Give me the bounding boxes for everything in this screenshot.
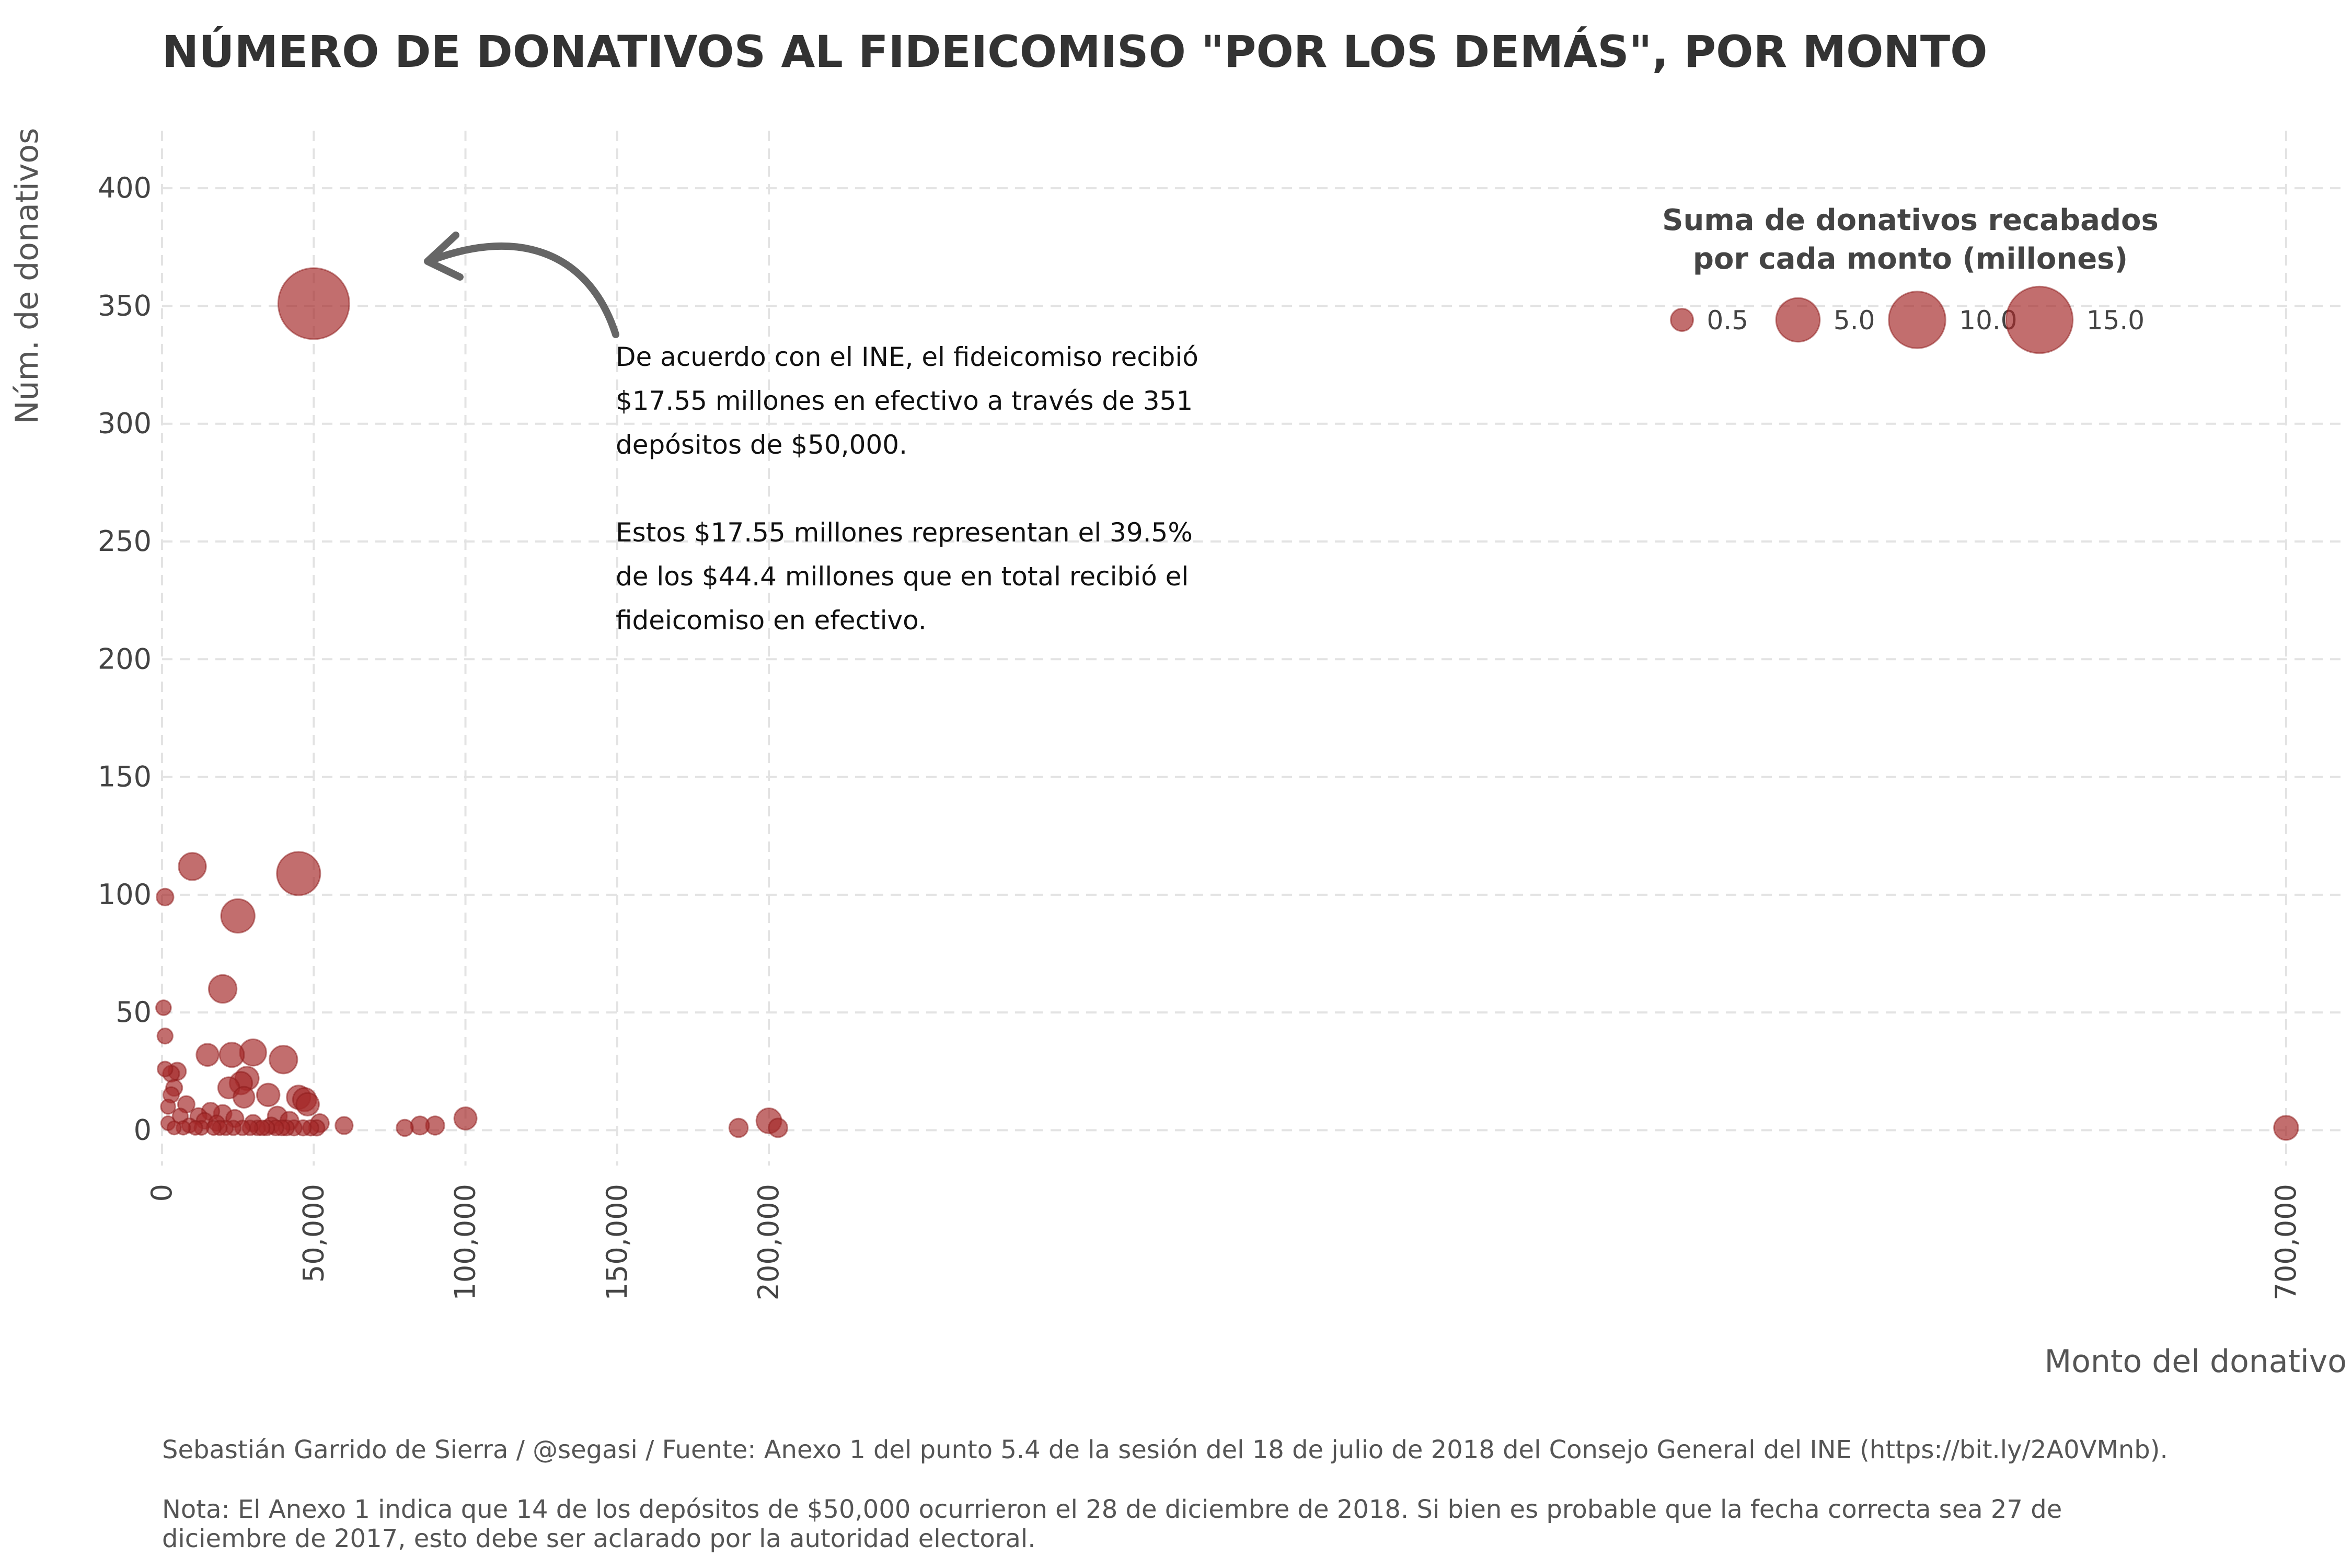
data-point (218, 1042, 245, 1068)
data-point (256, 1082, 281, 1108)
data-point (410, 1115, 430, 1136)
grid-lines (161, 131, 2347, 1166)
data-point (277, 267, 350, 340)
caption-note-line-2: diciembre de 2017, esto debe ser aclarad… (162, 1524, 1036, 1553)
legend-key (1888, 291, 1946, 349)
legend-title-line-1: Suma de donativos recabados (1662, 203, 2159, 237)
data-point (156, 887, 175, 907)
legend-key (1670, 308, 1694, 332)
data-point (178, 852, 207, 881)
annotation-line: $17.55 millones en efectivo a través de … (616, 386, 1193, 416)
y-tick-label: 50 (116, 996, 152, 1029)
legend-key (1775, 297, 1821, 343)
annotation-arrowhead (424, 232, 464, 281)
data-point (2273, 1115, 2299, 1141)
data-point (156, 1028, 174, 1045)
size-legend: Suma de donativos recabados por cada mon… (1662, 203, 2159, 354)
data-point (335, 1116, 354, 1135)
data-point (166, 1120, 182, 1136)
caption-source: Sebastián Garrido de Sierra / @segasi / … (162, 1435, 2168, 1465)
data-point (233, 1086, 256, 1109)
x-tick-label: 50,000 (297, 1184, 330, 1283)
annotation-line: de los $44.4 millones que en total recib… (616, 561, 1189, 592)
legend-key (2005, 285, 2074, 354)
data-point (195, 1043, 220, 1067)
data-point (156, 1060, 174, 1078)
annotation-line: depósitos de $50,000. (616, 430, 907, 460)
data-point (269, 1045, 298, 1075)
y-tick-label: 150 (98, 760, 152, 793)
x-tick-label: 100,000 (449, 1184, 482, 1300)
data-point (207, 974, 238, 1004)
y-tick-label: 100 (98, 878, 152, 911)
x-axis-title: Monto del donativo (2044, 1343, 2347, 1380)
data-point (276, 851, 321, 896)
y-tick-label: 350 (98, 289, 152, 322)
annotation-line: Estos $17.55 millones representan el 39.… (616, 517, 1193, 548)
annotation-arrow (425, 243, 619, 338)
data-point (728, 1117, 749, 1138)
legend-items: 0.5 5.0 10.0 15.0 (1670, 285, 2145, 354)
y-tick-label: 400 (98, 171, 152, 204)
chart-title: NÚMERO DE DONATIVOS AL FIDEICOMISO "POR … (162, 26, 1988, 77)
legend-label: 0.5 (1707, 305, 1748, 336)
data-point (160, 1098, 177, 1115)
caption-note-line-1: Nota: El Anexo 1 indica que 14 de los de… (162, 1495, 2062, 1524)
x-tick-label: 700,000 (2269, 1184, 2302, 1300)
y-tick-label: 300 (98, 407, 152, 440)
legend-title-line-2: por cada monto (millones) (1693, 242, 2128, 276)
x-tick-label: 150,000 (601, 1184, 633, 1300)
x-axis-ticks: 0 50,000 100,000 150,000 200,000 700,000 (145, 1184, 2302, 1300)
annotation-text: De acuerdo con el INE, el fideicomiso re… (616, 342, 1198, 636)
data-point (220, 898, 256, 934)
x-tick-label: 0 (145, 1184, 178, 1202)
legend-label: 15.0 (2086, 305, 2145, 336)
legend-label: 5.0 (1834, 305, 1875, 336)
y-tick-label: 0 (134, 1113, 152, 1146)
data-point (396, 1119, 414, 1137)
y-tick-label: 250 (98, 525, 152, 558)
data-point (295, 1092, 320, 1117)
data-point (155, 999, 172, 1016)
y-tick-label: 200 (98, 642, 152, 675)
y-axis-title: Núm. de donativos (9, 128, 45, 424)
y-axis-ticks: 0 50 100 150 200 250 300 350 400 (98, 171, 152, 1146)
annotation-line: De acuerdo con el INE, el fideicomiso re… (616, 342, 1198, 372)
data-points (155, 267, 2299, 1141)
annotation-line: fideicomiso en efectivo. (616, 605, 927, 636)
data-point (453, 1106, 478, 1131)
data-point (768, 1117, 789, 1138)
x-tick-label: 200,000 (752, 1184, 785, 1300)
caption: Sebastián Garrido de Sierra / @segasi / … (162, 1435, 2168, 1553)
